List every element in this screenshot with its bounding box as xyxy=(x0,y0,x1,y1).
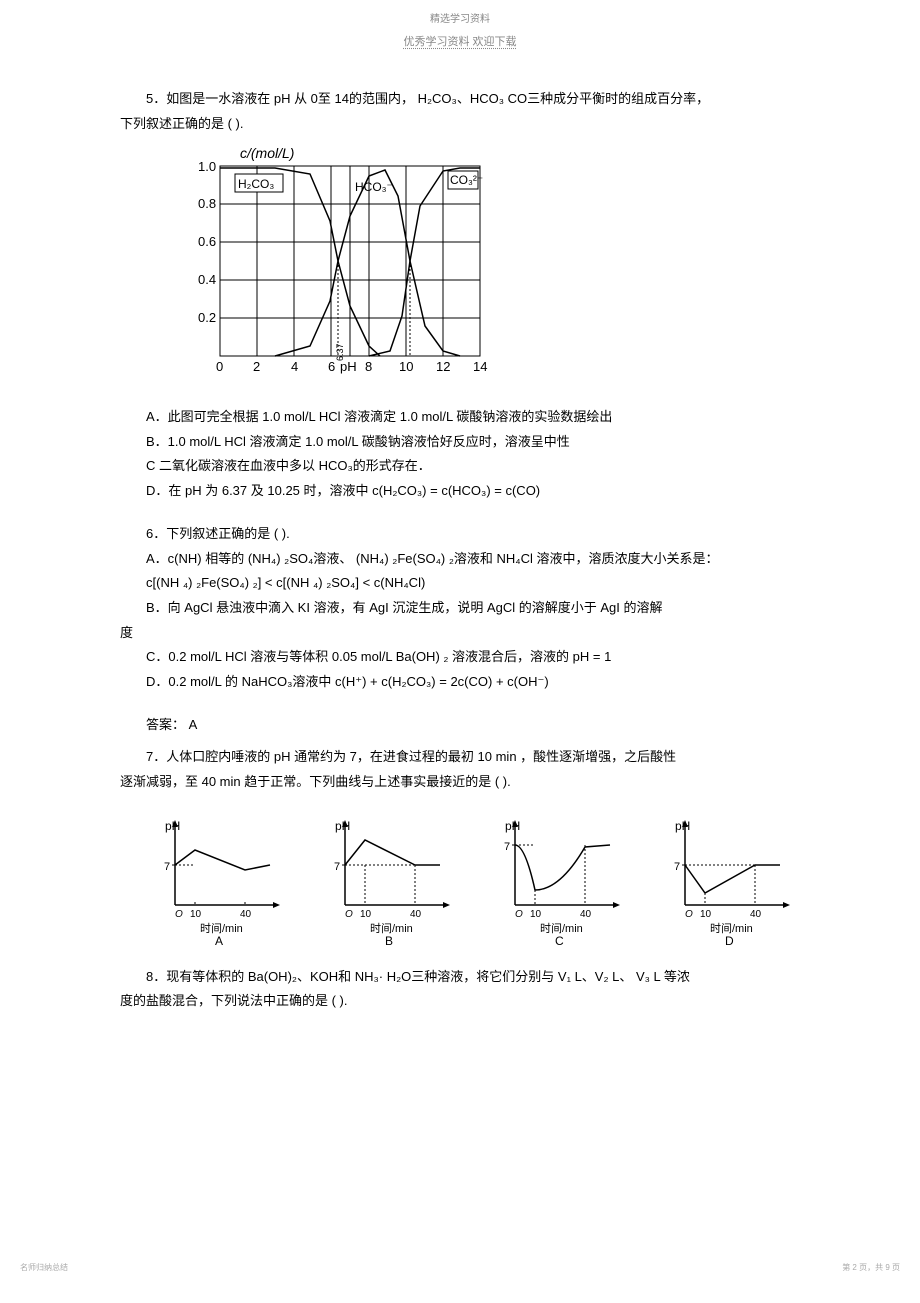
svg-text:7: 7 xyxy=(674,861,680,873)
q7-text2: 逐渐减弱，至 40 min 趋于正常。下列曲线与上述事实最接近的是 ( ). xyxy=(120,770,800,795)
q6-optB: B．向 AgCl 悬浊液中滴入 KI 溶液，有 AgI 沉淀生成，说明 AgCl… xyxy=(120,596,800,621)
q5-optA: A．此图可完全根据 1.0 mol/L HCl 溶液滴定 1.0 mol/L 碳… xyxy=(120,405,800,430)
chart-q5: c/(mol/L) 1.0 0.8 0.6 0.4 0.2 0 2 xyxy=(180,146,800,395)
svg-text:10: 10 xyxy=(360,909,372,920)
svg-text:0: 0 xyxy=(216,359,223,374)
svg-text:B: B xyxy=(385,934,393,945)
svg-text:HCO₃⁻: HCO₃⁻ xyxy=(355,180,393,194)
chart-B: pH 7 O 10 40 时间/min B xyxy=(320,815,460,945)
svg-text:14: 14 xyxy=(473,359,487,374)
svg-text:7: 7 xyxy=(504,841,510,853)
q5-text2: 下列叙述正确的是 ( ). xyxy=(120,112,800,137)
chart-D: pH 7 O 10 40 时间/min D xyxy=(660,815,800,945)
chart-q7: pH 7 O 10 40 时间/min A pH 7 O 10 xyxy=(150,815,800,945)
svg-text:10: 10 xyxy=(190,909,202,920)
q6-optC: C．0.2 mol/L HCl 溶液与等体积 0.05 mol/L Ba(OH)… xyxy=(120,645,800,670)
svg-text:40: 40 xyxy=(410,909,422,920)
svg-text:7: 7 xyxy=(334,861,340,873)
svg-text:40: 40 xyxy=(580,909,592,920)
answer: 答案： A xyxy=(120,713,800,738)
chart1-ylabel: c/(mol/L) xyxy=(240,146,294,161)
q6-optB2: 度 xyxy=(120,621,800,646)
svg-text:O: O xyxy=(515,909,523,920)
svg-text:0.8: 0.8 xyxy=(198,196,216,211)
svg-text:CO₃²⁻: CO₃²⁻ xyxy=(450,173,483,187)
q6-optA: A．c(NH) 相等的 (NH₄) ₂SO₄溶液、 (NH₄) ₂Fe(SO₄)… xyxy=(120,547,800,572)
q6-optA2: c[(NH ₄) ₂Fe(SO₄) ₂] < c[(NH ₄) ₂SO₄] < … xyxy=(120,571,800,596)
svg-text:D: D xyxy=(725,934,734,945)
svg-text:4: 4 xyxy=(291,359,298,374)
svg-text:C: C xyxy=(555,934,564,945)
q6-optD: D．0.2 mol/L 的 NaHCO₃溶液中 c(H⁺) + c(H₂CO₃)… xyxy=(120,670,800,695)
svg-text:O: O xyxy=(175,909,183,920)
svg-text:12: 12 xyxy=(436,359,450,374)
svg-text:10: 10 xyxy=(530,909,542,920)
svg-text:0.6: 0.6 xyxy=(198,234,216,249)
svg-text:10: 10 xyxy=(399,359,413,374)
q8-text1: 8．现有等体积的 Ba(OH)₂、KOH和 NH₃· H₂O三种溶液，将它们分别… xyxy=(120,965,800,990)
header-top: 精选学习资料 xyxy=(0,0,920,25)
svg-text:0.2: 0.2 xyxy=(198,310,216,325)
svg-text:10: 10 xyxy=(700,909,712,920)
svg-text:A: A xyxy=(215,934,223,945)
content-area: 5．如图是一水溶液在 pH 从 0至 14的范围内， H₂CO₃、HCO₃ CO… xyxy=(0,49,920,1014)
svg-text:1.0: 1.0 xyxy=(198,159,216,174)
svg-text:O: O xyxy=(345,909,353,920)
q7-text1: 7．人体口腔内唾液的 pH 通常约为 7，在进食过程的最初 10 min ，酸性… xyxy=(120,745,800,770)
footer-right: 第 2 页，共 9 页 xyxy=(842,1262,900,1273)
q5-optB: B．1.0 mol/L HCl 溶液滴定 1.0 mol/L 碳酸钠溶液恰好反应… xyxy=(120,430,800,455)
svg-text:2: 2 xyxy=(253,359,260,374)
svg-text:H₂CO₃: H₂CO₃ xyxy=(238,177,274,191)
header-sub: 优秀学习资料 欢迎下载 xyxy=(0,33,920,49)
svg-text:40: 40 xyxy=(750,909,762,920)
svg-text:O: O xyxy=(685,909,693,920)
svg-text:6.37: 6.37 xyxy=(335,344,345,362)
q5-optC: C 二氧化碳溶液在血液中多以 HCO₃的形式存在． xyxy=(120,454,800,479)
svg-text:40: 40 xyxy=(240,909,252,920)
svg-text:8: 8 xyxy=(365,359,372,374)
q8-text2: 度的盐酸混合，下列说法中正确的是 ( ). xyxy=(120,989,800,1014)
q6-text: 6．下列叙述正确的是 ( ). xyxy=(120,522,800,547)
svg-text:0.4: 0.4 xyxy=(198,272,216,287)
q5-optD: D．在 pH 为 6.37 及 10.25 时，溶液中 c(H₂CO₃) = c… xyxy=(120,479,800,504)
footer-left: 名师归纳总结 xyxy=(20,1262,68,1273)
q5-text: 5．如图是一水溶液在 pH 从 0至 14的范围内， H₂CO₃、HCO₃ CO… xyxy=(120,87,800,112)
chart-A: pH 7 O 10 40 时间/min A xyxy=(150,815,290,945)
svg-text:7: 7 xyxy=(164,861,170,873)
chart-C: pH 7 O 10 40 时间/min C xyxy=(490,815,630,945)
